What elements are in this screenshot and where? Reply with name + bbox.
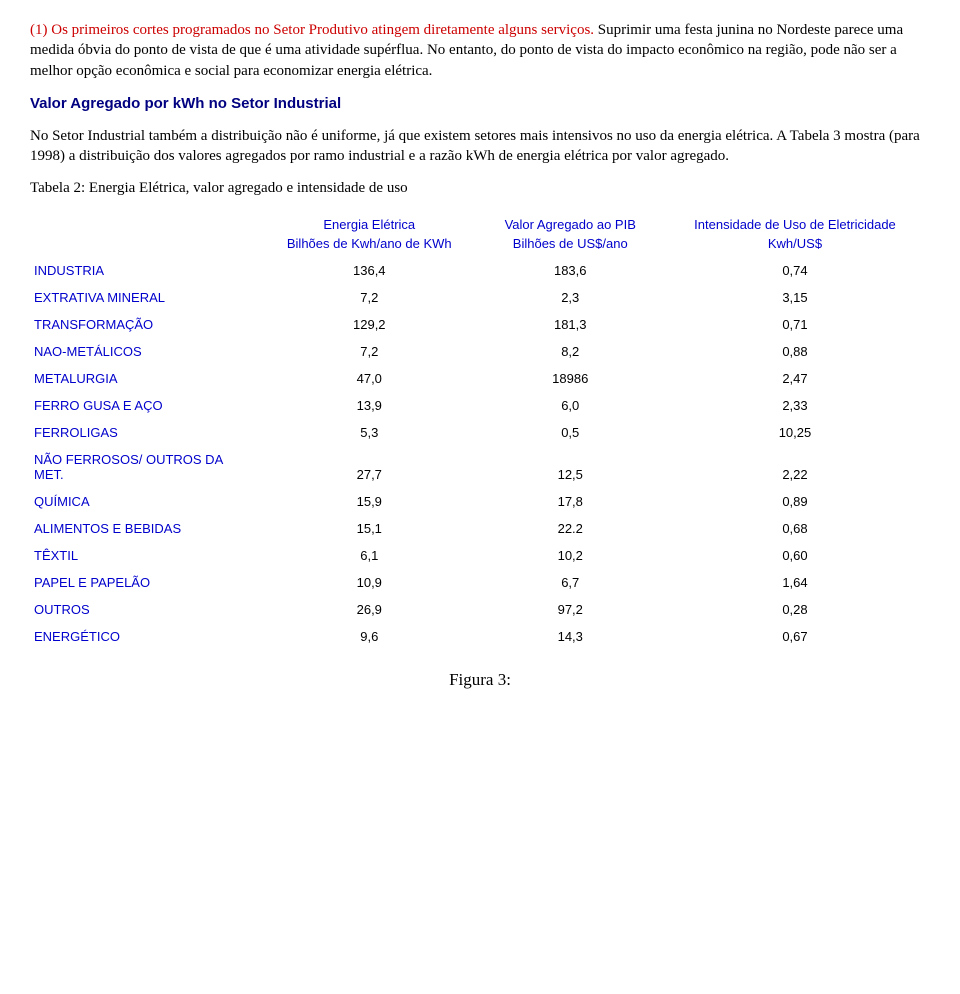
- row-cell: 129,2: [258, 311, 481, 338]
- row-label: TRANSFORMAÇÃO: [30, 311, 258, 338]
- row-cell: 22.2: [481, 515, 660, 542]
- row-label: OUTROS: [30, 596, 258, 623]
- table-row: EXTRATIVA MINERAL7,22,33,15: [30, 284, 930, 311]
- row-cell: 15,1: [258, 515, 481, 542]
- row-cell: 10,2: [481, 542, 660, 569]
- row-label: INDUSTRIA: [30, 257, 258, 284]
- hdr-valor: Valor Agregado ao PIB: [481, 211, 660, 234]
- row-cell: 0,68: [660, 515, 930, 542]
- row-cell: 6,0: [481, 392, 660, 419]
- row-cell: 1,64: [660, 569, 930, 596]
- row-cell: 18986: [481, 365, 660, 392]
- hdr-intensidade: Intensidade de Uso de Eletricidade: [660, 211, 930, 234]
- row-cell: 10,25: [660, 419, 930, 446]
- row-cell: 9,6: [258, 623, 481, 650]
- row-label: QUÍMICA: [30, 488, 258, 515]
- row-cell: 0,71: [660, 311, 930, 338]
- row-cell: 183,6: [481, 257, 660, 284]
- row-cell: 136,4: [258, 257, 481, 284]
- row-cell: 7,2: [258, 338, 481, 365]
- row-cell: 2,33: [660, 392, 930, 419]
- table-row: PAPEL E PAPELÃO10,96,71,64: [30, 569, 930, 596]
- hdr-unit-kwh: Bilhões de Kwh/ano de KWh: [258, 234, 481, 257]
- energy-table: Energia Elétrica Valor Agregado ao PIB I…: [30, 211, 930, 650]
- hdr-unit-ratio: Kwh/US$: [660, 234, 930, 257]
- table-row: ENERGÉTICO9,614,30,67: [30, 623, 930, 650]
- table-row: INDUSTRIA136,4183,60,74: [30, 257, 930, 284]
- paragraph-2: No Setor Industrial também a distribuiçã…: [30, 126, 930, 167]
- row-cell: 47,0: [258, 365, 481, 392]
- table-header-row-1: Energia Elétrica Valor Agregado ao PIB I…: [30, 211, 930, 234]
- hdr-blank-1: [30, 211, 258, 234]
- hdr-energia: Energia Elétrica: [258, 211, 481, 234]
- row-cell: 2,47: [660, 365, 930, 392]
- table-row: NAO-METÁLICOS7,28,20,88: [30, 338, 930, 365]
- row-cell: 0,28: [660, 596, 930, 623]
- figure-label: Figura 3:: [30, 670, 930, 690]
- row-cell: 0,60: [660, 542, 930, 569]
- table-row: QUÍMICA15,917,80,89: [30, 488, 930, 515]
- table-row: ALIMENTOS E BEBIDAS15,122.20,68: [30, 515, 930, 542]
- row-label: ALIMENTOS E BEBIDAS: [30, 515, 258, 542]
- row-cell: 0,67: [660, 623, 930, 650]
- table-row: OUTROS26,997,20,28: [30, 596, 930, 623]
- table-row: FERRO GUSA E AÇO13,96,02,33: [30, 392, 930, 419]
- row-cell: 15,9: [258, 488, 481, 515]
- row-cell: 8,2: [481, 338, 660, 365]
- row-cell: 0,5: [481, 419, 660, 446]
- row-cell: 5,3: [258, 419, 481, 446]
- hdr-blank-2: [30, 234, 258, 257]
- row-label: TÊXTIL: [30, 542, 258, 569]
- row-cell: 97,2: [481, 596, 660, 623]
- paragraph-1: (1) Os primeiros cortes programados no S…: [30, 20, 930, 81]
- row-label: NÃO FERROSOS/ OUTROS DA MET.: [30, 446, 258, 488]
- row-cell: 7,2: [258, 284, 481, 311]
- row-cell: 181,3: [481, 311, 660, 338]
- row-cell: 13,9: [258, 392, 481, 419]
- row-cell: 0,74: [660, 257, 930, 284]
- row-cell: 2,22: [660, 446, 930, 488]
- row-label: FERRO GUSA E AÇO: [30, 392, 258, 419]
- row-label: NAO-METÁLICOS: [30, 338, 258, 365]
- intro-red-sentence: (1) Os primeiros cortes programados no S…: [30, 22, 594, 38]
- row-cell: 10,9: [258, 569, 481, 596]
- table-caption: Tabela 2: Energia Elétrica, valor agrega…: [30, 178, 930, 198]
- row-cell: 3,15: [660, 284, 930, 311]
- hdr-unit-usd: Bilhões de US$/ano: [481, 234, 660, 257]
- table-row: TÊXTIL6,110,20,60: [30, 542, 930, 569]
- row-cell: 6,1: [258, 542, 481, 569]
- row-label: EXTRATIVA MINERAL: [30, 284, 258, 311]
- row-label: ENERGÉTICO: [30, 623, 258, 650]
- row-cell: 0,88: [660, 338, 930, 365]
- row-label: METALURGIA: [30, 365, 258, 392]
- section-heading: Valor Agregado por kWh no Setor Industri…: [30, 95, 930, 112]
- table-row: METALURGIA47,0189862,47: [30, 365, 930, 392]
- table-row: TRANSFORMAÇÃO129,2181,30,71: [30, 311, 930, 338]
- row-label: PAPEL E PAPELÃO: [30, 569, 258, 596]
- row-cell: 26,9: [258, 596, 481, 623]
- row-cell: 2,3: [481, 284, 660, 311]
- row-cell: 27,7: [258, 446, 481, 488]
- row-cell: 0,89: [660, 488, 930, 515]
- table-header-row-2: Bilhões de Kwh/ano de KWh Bilhões de US$…: [30, 234, 930, 257]
- table-row: FERROLIGAS5,30,510,25: [30, 419, 930, 446]
- row-label: FERROLIGAS: [30, 419, 258, 446]
- row-cell: 17,8: [481, 488, 660, 515]
- row-cell: 14,3: [481, 623, 660, 650]
- table-row: NÃO FERROSOS/ OUTROS DA MET.27,712,52,22: [30, 446, 930, 488]
- row-cell: 6,7: [481, 569, 660, 596]
- row-cell: 12,5: [481, 446, 660, 488]
- table-body: INDUSTRIA136,4183,60,74EXTRATIVA MINERAL…: [30, 257, 930, 650]
